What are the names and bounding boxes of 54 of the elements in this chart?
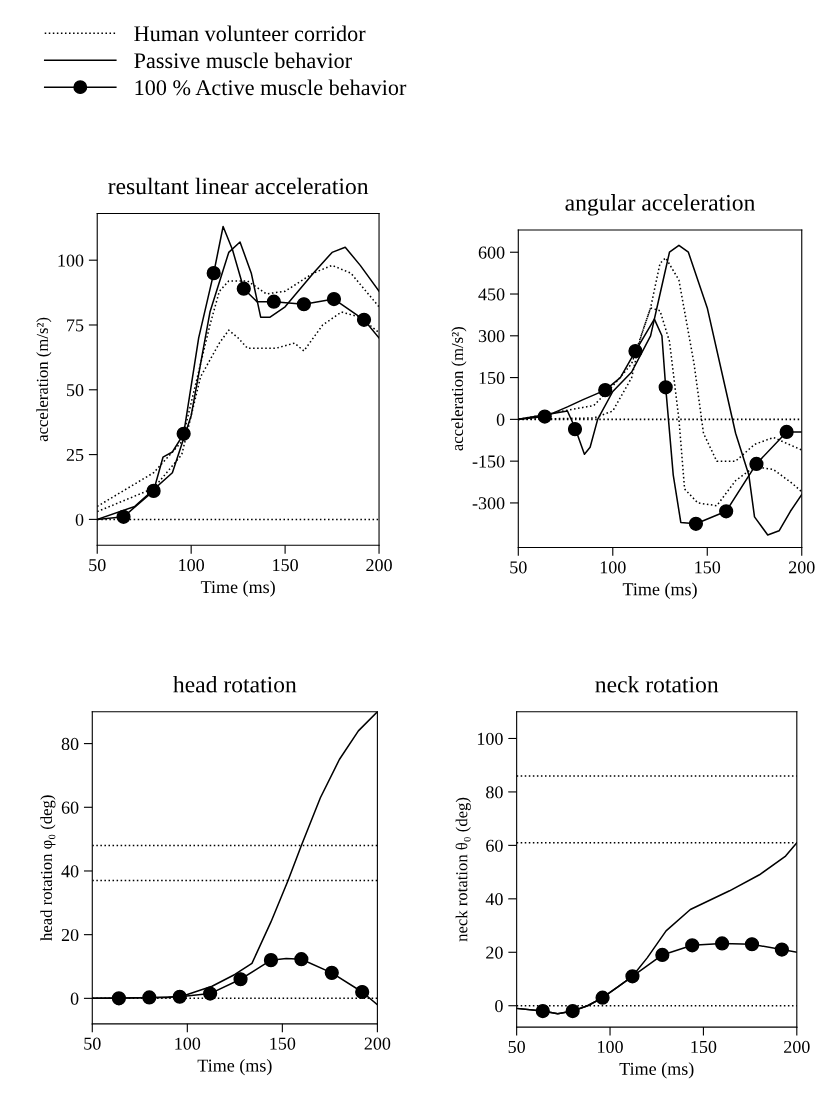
- x-tick-label: 100: [175, 1037, 201, 1050]
- x-tick-label: 50: [508, 1040, 525, 1054]
- x-tick-label: 50: [510, 561, 527, 574]
- x-tick-label: 50: [89, 559, 106, 572]
- y-axis-title: neck rotation θ₀ (deg): [455, 797, 471, 942]
- x-tick-label: 150: [273, 559, 298, 572]
- x-axis-title: Time (ms): [619, 1062, 694, 1079]
- x-tick-label: 150: [270, 1037, 296, 1050]
- y-tick-label: 0: [70, 992, 79, 1005]
- y-tick-label: 0: [496, 413, 505, 426]
- y-tick-label: 300: [478, 330, 505, 343]
- x-tick-label: 150: [691, 1040, 717, 1054]
- y-tick-label: 600: [478, 246, 505, 259]
- y-tick-label: 80: [486, 786, 503, 799]
- y-tick-label: -300: [472, 497, 505, 510]
- y-tick-label: 80: [61, 737, 79, 751]
- y-tick-label: 0: [495, 999, 503, 1013]
- x-tick-label: 150: [695, 561, 721, 574]
- x-axis-title: Time (ms): [622, 582, 697, 599]
- legend-label: Passive muscle behavior: [134, 52, 352, 69]
- x-tick-label: 50: [84, 1037, 101, 1050]
- y-tick-label: 60: [486, 839, 503, 852]
- legend-label: Human volunteer corridor: [134, 25, 366, 42]
- y-tick-label: 20: [486, 946, 503, 959]
- x-axis-title: Time (ms): [200, 580, 275, 597]
- y-tick-label: 40: [61, 865, 79, 878]
- y-tick-label: 150: [479, 371, 505, 385]
- x-tick-label: 200: [366, 559, 392, 572]
- x-axis-title: Time (ms): [197, 1058, 272, 1076]
- chart-title: angular acceleration: [565, 194, 756, 216]
- x-tick-label: 100: [179, 559, 205, 572]
- y-tick-label: -150: [472, 455, 505, 468]
- y-axis-title: acceleration (m/s²): [451, 327, 467, 451]
- y-tick-label: 20: [61, 928, 79, 942]
- chart-title: neck rotation: [595, 675, 719, 693]
- legend-label: 100 % Active muscle behavior: [135, 79, 407, 96]
- y-axis-title: acceleration (m/s²): [36, 317, 52, 442]
- y-axis-title: head rotation φ₀ (deg): [40, 795, 56, 941]
- y-tick-label: 75: [67, 319, 84, 332]
- y-tick-label: 40: [485, 893, 503, 906]
- y-tick-label: 60: [61, 801, 79, 814]
- x-tick-label: 200: [784, 1040, 810, 1054]
- chart-title: resultant linear acceleration: [108, 177, 369, 195]
- y-tick-label: 0: [75, 513, 84, 526]
- x-tick-label: 100: [598, 1040, 623, 1054]
- y-tick-label: 100: [58, 254, 84, 267]
- y-tick-label: 450: [478, 288, 505, 301]
- x-tick-label: 200: [364, 1037, 391, 1050]
- y-tick-label: 50: [67, 384, 84, 397]
- y-tick-label: 100: [477, 732, 503, 745]
- y-tick-label: 25: [66, 448, 84, 462]
- chart-title: head rotation: [173, 675, 297, 693]
- x-tick-label: 200: [789, 561, 815, 574]
- x-tick-label: 100: [600, 561, 626, 574]
